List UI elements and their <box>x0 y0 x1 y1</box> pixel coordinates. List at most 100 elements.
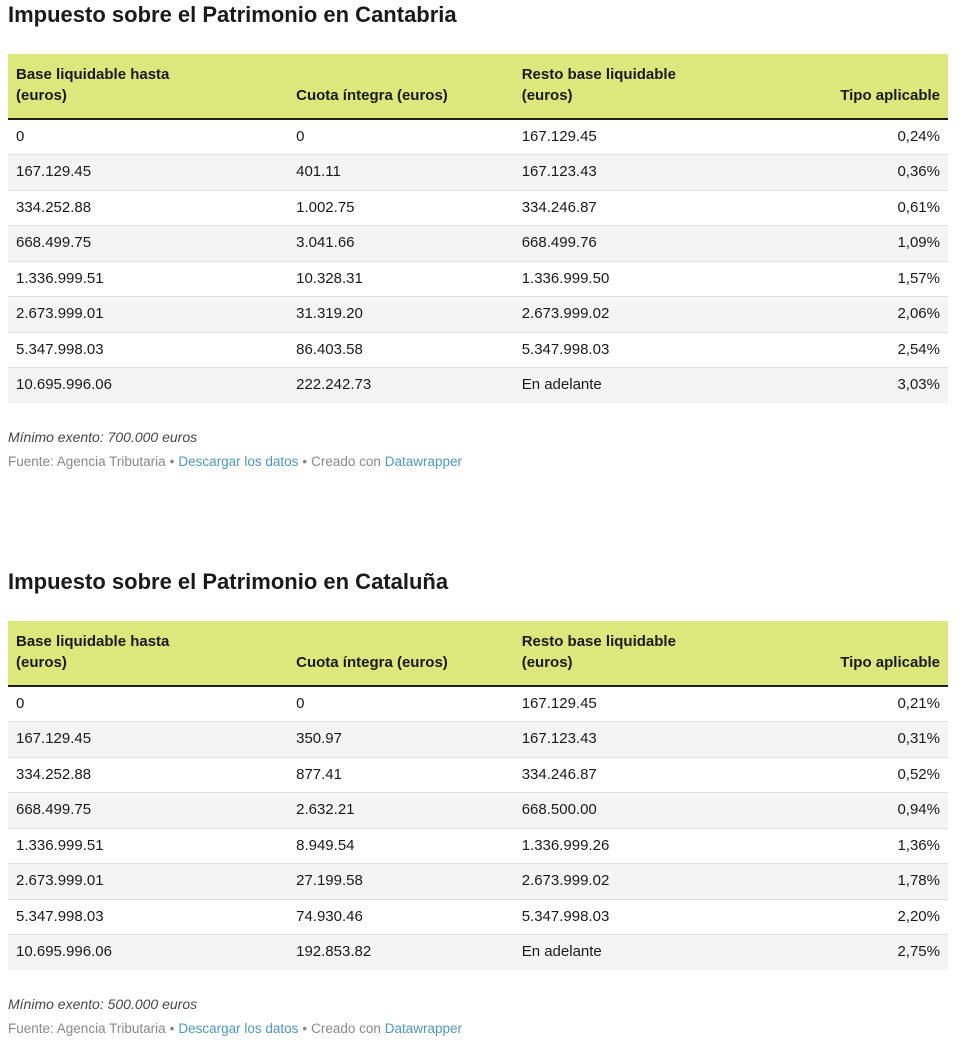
column-header-line: Base liquidable hasta <box>16 633 170 651</box>
column-header: Cuota íntegra (euros) <box>288 621 514 687</box>
table-row: 668.499.75 3.041.66 668.499.76 1,09% <box>8 225 948 262</box>
table-cell: 0,61% <box>811 189 948 226</box>
table-cell: 1,78% <box>811 863 948 900</box>
table-cell: 1.336.999.51 <box>8 260 289 297</box>
credit-label: Creado con <box>311 1021 381 1037</box>
table-head: Base liquidable hasta (euros) Cuota íntegr… <box>8 621 948 687</box>
column-header-line: Resto base liquidable <box>521 633 676 651</box>
table-cell: 334.246.87 <box>513 189 812 226</box>
table-cell: 167.129.45 <box>8 721 289 758</box>
table-row: 334.252.88 1.002.75 334.246.87 0,61% <box>8 189 948 226</box>
table-cell: 1.336.999.26 <box>513 827 812 864</box>
table-row: 5.347.998.03 74.930.46 5.347.998.03 2,20% <box>8 898 948 935</box>
table-cell: 3,03% <box>811 367 948 403</box>
column-header: Resto base liquidable (euros) <box>513 621 812 687</box>
table-row: 10.695.996.06 222.242.73 En adelante 3,03% <box>8 367 948 403</box>
table-row: 167.129.45 401.11 167.123.43 0,36% <box>8 154 948 191</box>
source-label: Fuente: Agencia Tributaria <box>8 454 166 470</box>
column-header-line: Cuota íntegra (euros) <box>296 86 448 104</box>
table-cell: 1.002.75 <box>288 189 514 226</box>
table-cell: 1,09% <box>811 225 948 262</box>
table-cell: 1.336.999.51 <box>8 827 289 864</box>
datawrapper-link[interactable]: Datawrapper <box>384 1021 462 1037</box>
table-row: 334.252.88 877.41 334.246.87 0,52% <box>8 756 948 793</box>
table-cell: 167.123.43 <box>513 154 812 191</box>
table-cell: 10.328.31 <box>288 260 514 297</box>
bullet-separator: • <box>169 1021 175 1037</box>
table-cell: 0 <box>296 127 305 145</box>
table-cell: 222.242.73 <box>288 367 514 403</box>
source-label: Fuente: Agencia Tributaria <box>8 1021 166 1037</box>
table-row: 2.673.999.01 31.319.20 2.673.999.02 2,06% <box>8 296 948 333</box>
table-cell: 5.347.998.03 <box>513 898 812 935</box>
column-header: Tipo aplicable <box>811 54 948 120</box>
column-header-line: (euros) <box>521 653 573 671</box>
column-header: Resto base liquidable (euros) <box>513 54 812 120</box>
datawrapper-link[interactable]: Datawrapper <box>384 454 462 470</box>
column-header-line: Resto base liquidable <box>521 66 676 84</box>
page-title: Impuesto sobre el Patrimonio en Cataluña <box>8 568 449 594</box>
table-row: 0 0 167.129.45 0,24% <box>8 119 948 155</box>
table-row: 2.673.999.01 27.199.58 2.673.999.02 1,78% <box>8 863 948 900</box>
source-line: Fuente: Agencia Tributaria • Descargar los… <box>8 453 948 472</box>
table-cell: En adelante <box>513 934 812 970</box>
column-header-line: Tipo aplicable <box>840 653 940 671</box>
table-cell: 167.129.45 <box>521 694 597 712</box>
table-cell: 3.041.66 <box>288 225 514 262</box>
table-cell: 668.499.75 <box>8 792 289 829</box>
table-cell: 350.97 <box>288 721 514 758</box>
table-cell: 5.347.998.03 <box>8 331 289 368</box>
table-cell: 2.632.21 <box>288 792 514 829</box>
download-data-link[interactable]: Descargar los datos <box>178 454 299 470</box>
table-cell: 668.500.00 <box>513 792 812 829</box>
table-cell: 2,20% <box>811 898 948 935</box>
source-line: Fuente: Agencia Tributaria • Descargar los… <box>8 1020 948 1039</box>
table-cell: 2.673.999.02 <box>513 296 812 333</box>
table-section-cantabria: Impuesto sobre el Patrimonio en Cantabri… <box>8 2 948 472</box>
table-section-cataluna: Impuesto sobre el Patrimonio en Cataluña… <box>8 569 948 1039</box>
tax-table-cataluna: Base liquidable hasta (euros) Cuota íntegr… <box>8 621 948 970</box>
download-data-link[interactable]: Descargar los datos <box>178 1021 299 1037</box>
table-cell: 0,36% <box>811 154 948 191</box>
table-cell: 334.246.87 <box>513 756 812 793</box>
column-header: Base liquidable hasta (euros) <box>8 621 289 687</box>
table-cell: 2.673.999.01 <box>8 863 289 900</box>
table-cell: 334.252.88 <box>8 189 289 226</box>
table-cell: 334.252.88 <box>8 756 289 793</box>
table-row: 5.347.998.03 86.403.58 5.347.998.03 2,54% <box>8 331 948 368</box>
table-cell: En adelante <box>513 367 812 403</box>
table-head: Base liquidable hasta (euros) Cuota íntegr… <box>8 54 948 120</box>
table-row: 1.336.999.51 10.328.31 1.336.999.50 1,57% <box>8 260 948 297</box>
table-cell: 10.695.996.06 <box>8 367 289 403</box>
table-body: 0 0 167.129.45 0,24% 167.129.45 401.11 167.123… <box>8 119 948 403</box>
table-cell: 10.695.996.06 <box>8 934 289 970</box>
table-cell: 74.930.46 <box>288 898 514 935</box>
column-header: Base liquidable hasta (euros) <box>8 54 289 120</box>
table-cell: 1.336.999.50 <box>513 260 812 297</box>
column-header: Tipo aplicable <box>811 621 948 687</box>
table-cell: 401.11 <box>288 154 514 191</box>
bullet-separator: • <box>169 454 175 470</box>
column-header-line: Tipo aplicable <box>840 86 940 104</box>
table-body: 0 0 167.129.45 0,21% 167.129.45 350.97 167.123… <box>8 686 948 970</box>
page-title: Impuesto sobre el Patrimonio en Cantabri… <box>8 2 457 27</box>
table-row: 167.129.45 350.97 167.123.43 0,31% <box>8 721 948 758</box>
table-cell: 0,94% <box>811 792 948 829</box>
header-row: Base liquidable hasta (euros) Cuota íntegr… <box>8 621 948 687</box>
table-cell: 5.347.998.03 <box>513 331 812 368</box>
table-cell: 5.347.998.03 <box>8 898 289 935</box>
table-cell: 0 <box>296 694 305 712</box>
table-cell: 0,52% <box>811 756 948 793</box>
table-cell: 27.199.58 <box>288 863 514 900</box>
table-cell: 31.319.20 <box>288 296 514 333</box>
table-cell: 877.41 <box>288 756 514 793</box>
table-cell: 0,31% <box>811 721 948 758</box>
table-row: 10.695.996.06 192.853.82 En adelante 2,75% <box>8 934 948 970</box>
table-cell: 1,57% <box>811 260 948 297</box>
table-cell: 2,06% <box>811 296 948 333</box>
header-row: Base liquidable hasta (euros) Cuota íntegr… <box>8 54 948 120</box>
table-cell: 0 <box>16 127 25 145</box>
column-header-line: Cuota íntegra (euros) <box>296 653 448 671</box>
table-cell: 0,21% <box>897 694 940 712</box>
